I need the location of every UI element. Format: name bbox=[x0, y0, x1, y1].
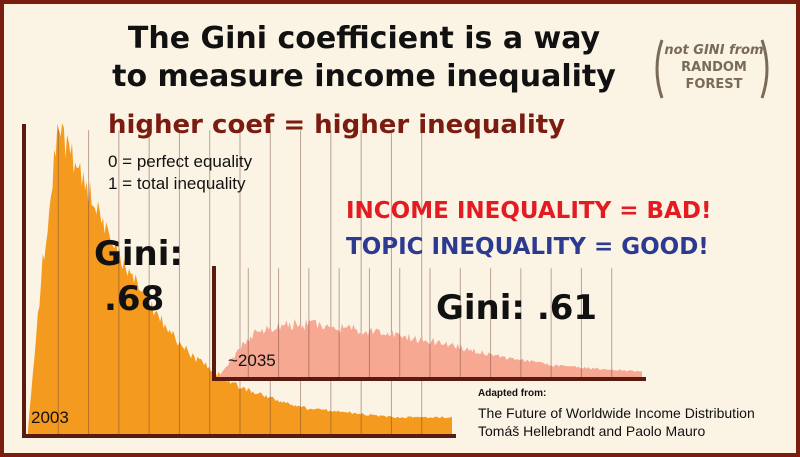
topic-statement: TOPIC INEQUALITY = GOOD! bbox=[346, 234, 709, 260]
title-line-1: The Gini coefficient is a way bbox=[127, 21, 601, 56]
side-note-brackets bbox=[655, 39, 769, 99]
legend-zero: 0 = perfect equality bbox=[108, 152, 253, 171]
chart-axes bbox=[212, 266, 646, 381]
year-label-2003: 2003 bbox=[31, 408, 69, 427]
gini-2035: Gini: .61 bbox=[436, 288, 598, 328]
side-note-line-2: RANDOM bbox=[681, 60, 747, 75]
side-note-line-3: FOREST bbox=[685, 77, 743, 92]
side-note: not GINI from RANDOM FOREST bbox=[664, 42, 764, 93]
side-note-word-1: not GINI bbox=[664, 43, 725, 58]
chart-axes bbox=[22, 124, 456, 438]
title-line-2: to measure income inequality bbox=[112, 59, 616, 94]
distribution-area-~2035 bbox=[218, 318, 642, 379]
distribution-area-2003 bbox=[28, 123, 452, 437]
subtitle: higher coef = higher inequality bbox=[108, 110, 566, 140]
main-title: The Gini coefficient is a way to measure… bbox=[64, 20, 664, 96]
source-label: Adapted from: bbox=[478, 388, 547, 399]
chart-2035 bbox=[212, 266, 646, 381]
source-title: The Future of Worldwide Income Distribut… bbox=[478, 405, 755, 421]
year-label-2035: ~2035 bbox=[228, 351, 276, 370]
legend-one: 1 = total inequality bbox=[108, 174, 246, 193]
distribution-charts bbox=[22, 123, 646, 438]
gini-value-2003: .68 bbox=[104, 279, 165, 319]
income-statement: INCOME INEQUALITY = BAD! bbox=[346, 198, 712, 224]
gini-label-2003: Gini: bbox=[94, 234, 184, 274]
source-authors: Tomáš Hellebrandt and Paolo Mauro bbox=[478, 423, 706, 439]
chart-2003 bbox=[22, 123, 456, 438]
side-note-word-2: from bbox=[729, 43, 764, 58]
